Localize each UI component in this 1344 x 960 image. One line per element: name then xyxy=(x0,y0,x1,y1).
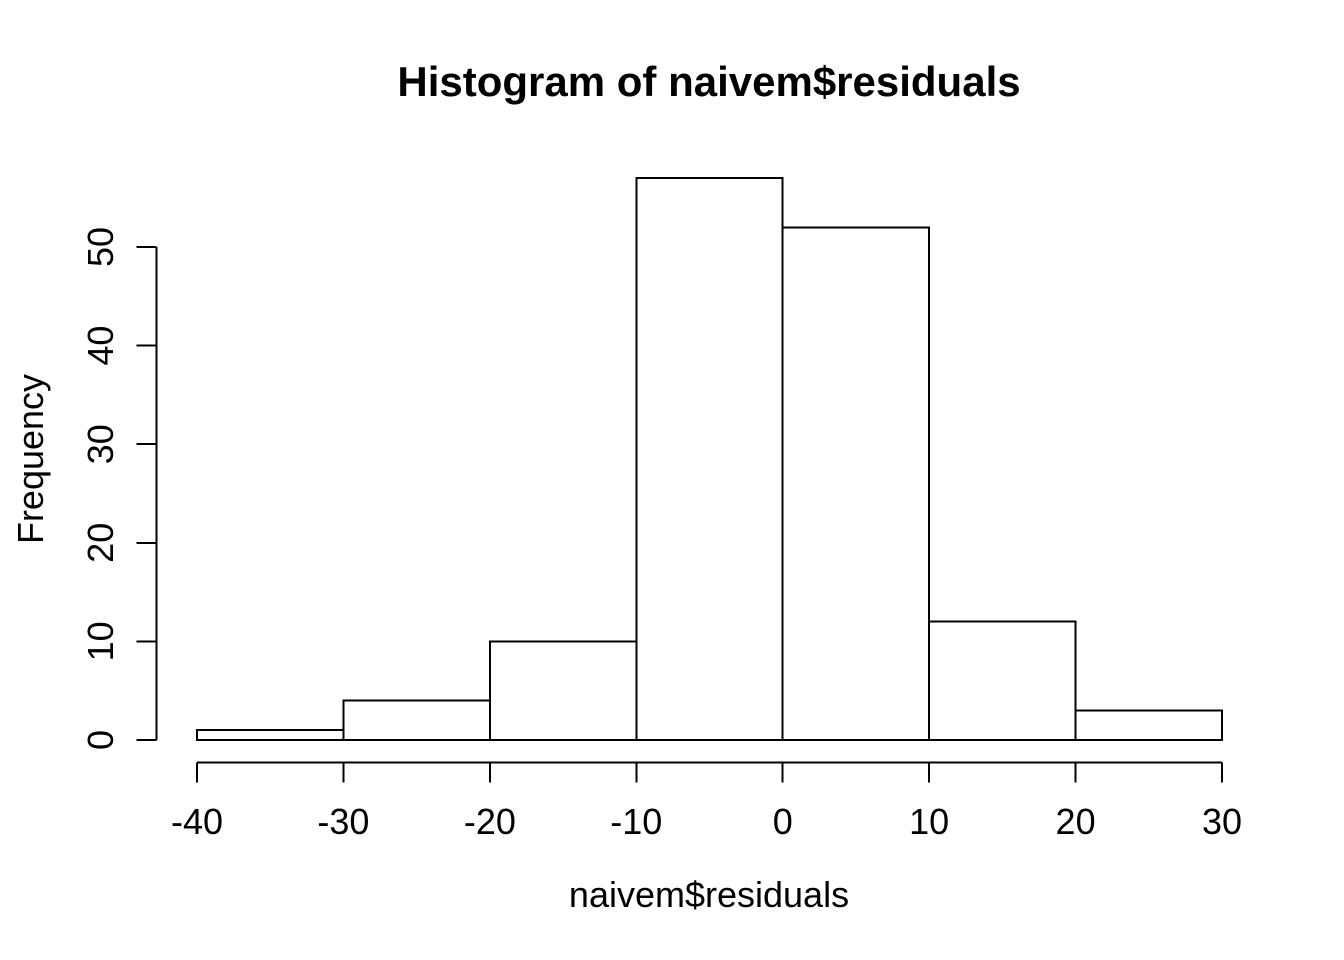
x-tick-label: 0 xyxy=(773,801,793,842)
x-tick-label: -30 xyxy=(317,801,369,842)
histogram-bar xyxy=(488,640,638,742)
x-axis: -40 -30 -20 -10 0 10 20 30 xyxy=(171,761,1242,842)
chart-title: Histogram of naivem$residuals xyxy=(397,58,1020,105)
y-tick-label: 10 xyxy=(80,621,121,661)
y-axis: 0 10 20 30 40 50 xyxy=(80,227,158,750)
histogram-bar xyxy=(635,176,784,742)
y-tick-label: 30 xyxy=(80,424,121,464)
histogram-bar xyxy=(781,226,931,741)
histogram-bar xyxy=(342,699,491,741)
x-tick-label: 30 xyxy=(1202,801,1242,842)
x-tick-label: 10 xyxy=(909,801,949,842)
x-tick-label: -20 xyxy=(464,801,516,842)
y-tick-label: 50 xyxy=(80,227,121,267)
x-axis-label: naivem$residuals xyxy=(569,874,849,915)
histogram-bar xyxy=(196,729,345,742)
histogram-bar xyxy=(928,620,1077,741)
x-tick-label: -10 xyxy=(610,801,662,842)
histogram-bar xyxy=(1074,709,1223,741)
x-tick-label: 20 xyxy=(1056,801,1096,842)
y-tick-label: 40 xyxy=(80,326,121,366)
y-tick-label: 0 xyxy=(80,730,121,750)
y-tick-label: 20 xyxy=(80,523,121,563)
y-axis-label: Frequency xyxy=(10,374,51,544)
histogram-bars xyxy=(196,176,1223,742)
x-tick-label: -40 xyxy=(171,801,223,842)
